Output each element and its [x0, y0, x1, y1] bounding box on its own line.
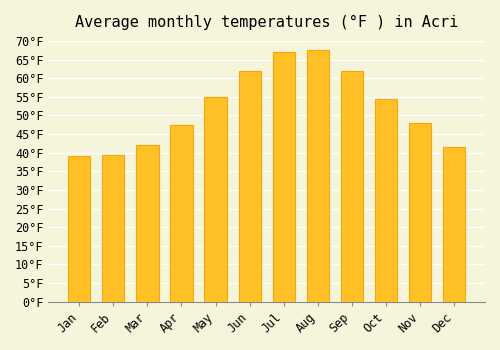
- Bar: [341, 71, 363, 302]
- Bar: [68, 156, 90, 302]
- Title: Average monthly temperatures (°F ) in Acri: Average monthly temperatures (°F ) in Ac…: [75, 15, 458, 30]
- Bar: [238, 71, 260, 302]
- Bar: [272, 52, 295, 302]
- Bar: [204, 97, 227, 302]
- Bar: [136, 145, 158, 302]
- Bar: [102, 154, 124, 302]
- Bar: [375, 99, 397, 302]
- Bar: [443, 147, 465, 302]
- Bar: [306, 50, 329, 302]
- Bar: [409, 123, 431, 302]
- Bar: [170, 125, 192, 302]
